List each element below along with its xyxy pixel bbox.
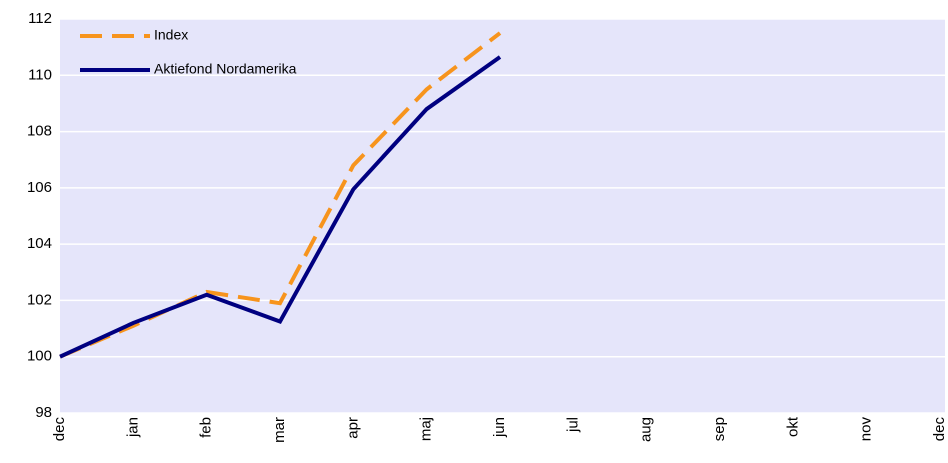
x-tick-label: jan: [124, 417, 141, 438]
legend: Index Aktiefond Nordamerika: [80, 27, 297, 77]
x-tick-label: dec: [51, 417, 68, 442]
series-line: [59, 31, 502, 359]
plot-area: [60, 19, 945, 413]
series-line: [59, 55, 502, 359]
x-tick-label: dec: [931, 417, 948, 442]
y-tick-label: 112: [28, 10, 52, 27]
x-tick-label: jun: [491, 417, 508, 438]
legend-label: Aktiefond Nordamerika: [154, 61, 297, 77]
x-tick-label: okt: [784, 416, 801, 437]
y-tick-label: 108: [27, 123, 52, 140]
x-tick-label: jul: [564, 417, 581, 433]
y-tick-label: 106: [27, 179, 52, 196]
x-tick-label: sep: [711, 417, 728, 441]
legend-label: Index: [154, 27, 188, 43]
x-tick-label: apr: [344, 417, 361, 439]
y-tick-label: 100: [27, 348, 52, 365]
y-tick-label: 98: [35, 404, 52, 421]
y-tick-label: 104: [27, 235, 52, 252]
x-tick-label: mar: [271, 417, 288, 443]
x-tick-label: maj: [418, 417, 435, 441]
y-tick-label: 110: [28, 66, 52, 83]
y-tick-label: 102: [27, 291, 52, 308]
x-tick-label: nov: [858, 417, 875, 442]
x-tick-label: feb: [198, 417, 215, 438]
x-tick-label: aug: [638, 417, 655, 442]
